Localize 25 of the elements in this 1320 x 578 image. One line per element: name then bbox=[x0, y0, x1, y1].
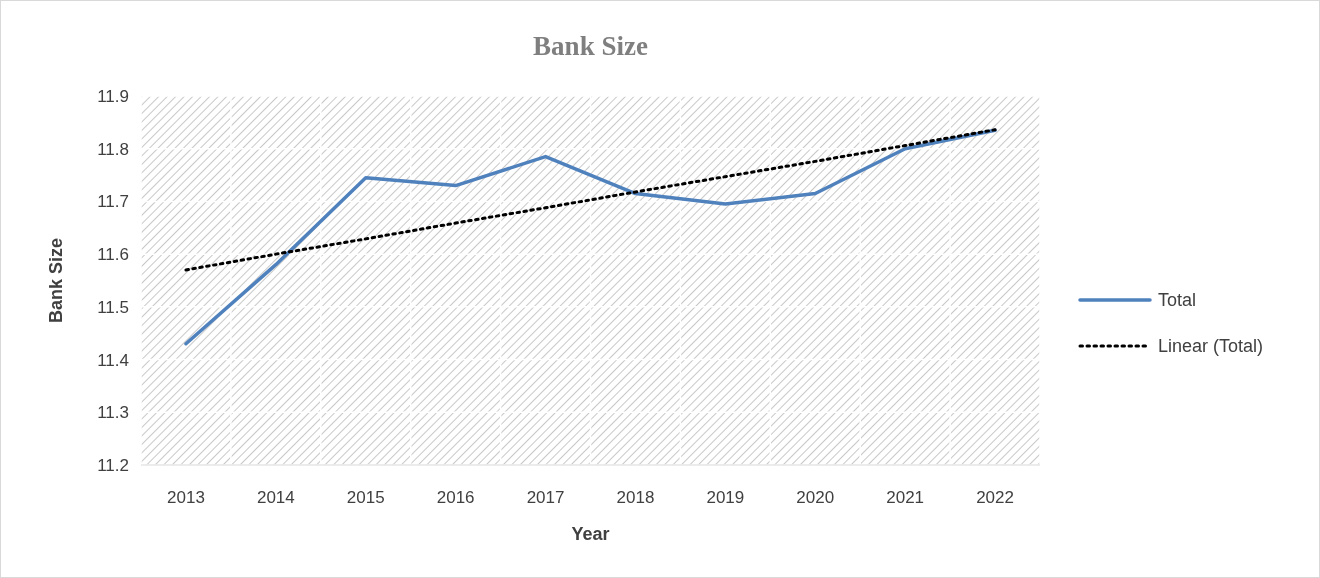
x-tick-label: 2022 bbox=[976, 488, 1014, 507]
y-axis-title: Bank Size bbox=[46, 237, 66, 324]
x-tick-label: 2020 bbox=[796, 488, 835, 507]
x-tick-label: 2014 bbox=[256, 488, 295, 507]
y-tick-label: 11.2 bbox=[97, 455, 129, 475]
x-tick-label: 2019 bbox=[706, 488, 745, 507]
y-tick-label: 11.9 bbox=[97, 86, 129, 106]
line-series bbox=[184, 128, 997, 272]
x-tick-label: 2015 bbox=[346, 488, 385, 507]
y-tick-label: 11.4 bbox=[97, 350, 129, 370]
x-tick-label: 2018 bbox=[616, 488, 655, 507]
y-tick-label: 11.3 bbox=[97, 403, 129, 423]
y-tick-label: 11.5 bbox=[97, 297, 129, 317]
x-axis-title: Year bbox=[571, 524, 610, 544]
legend-label: Total bbox=[1158, 290, 1197, 311]
x-tick-label: 2021 bbox=[886, 488, 925, 507]
y-tick-label: 11.7 bbox=[97, 192, 129, 212]
x-tick-label: 2017 bbox=[526, 488, 565, 507]
x-tick-label: 2016 bbox=[436, 488, 475, 507]
x-tick-label: 2013 bbox=[167, 488, 205, 507]
line-series bbox=[184, 128, 997, 346]
chart-title: Bank Size bbox=[533, 31, 648, 61]
y-tick-label: 11.8 bbox=[97, 139, 129, 159]
legend-label: Linear (Total) bbox=[1158, 336, 1264, 357]
y-tick-label: 11.6 bbox=[97, 245, 129, 265]
